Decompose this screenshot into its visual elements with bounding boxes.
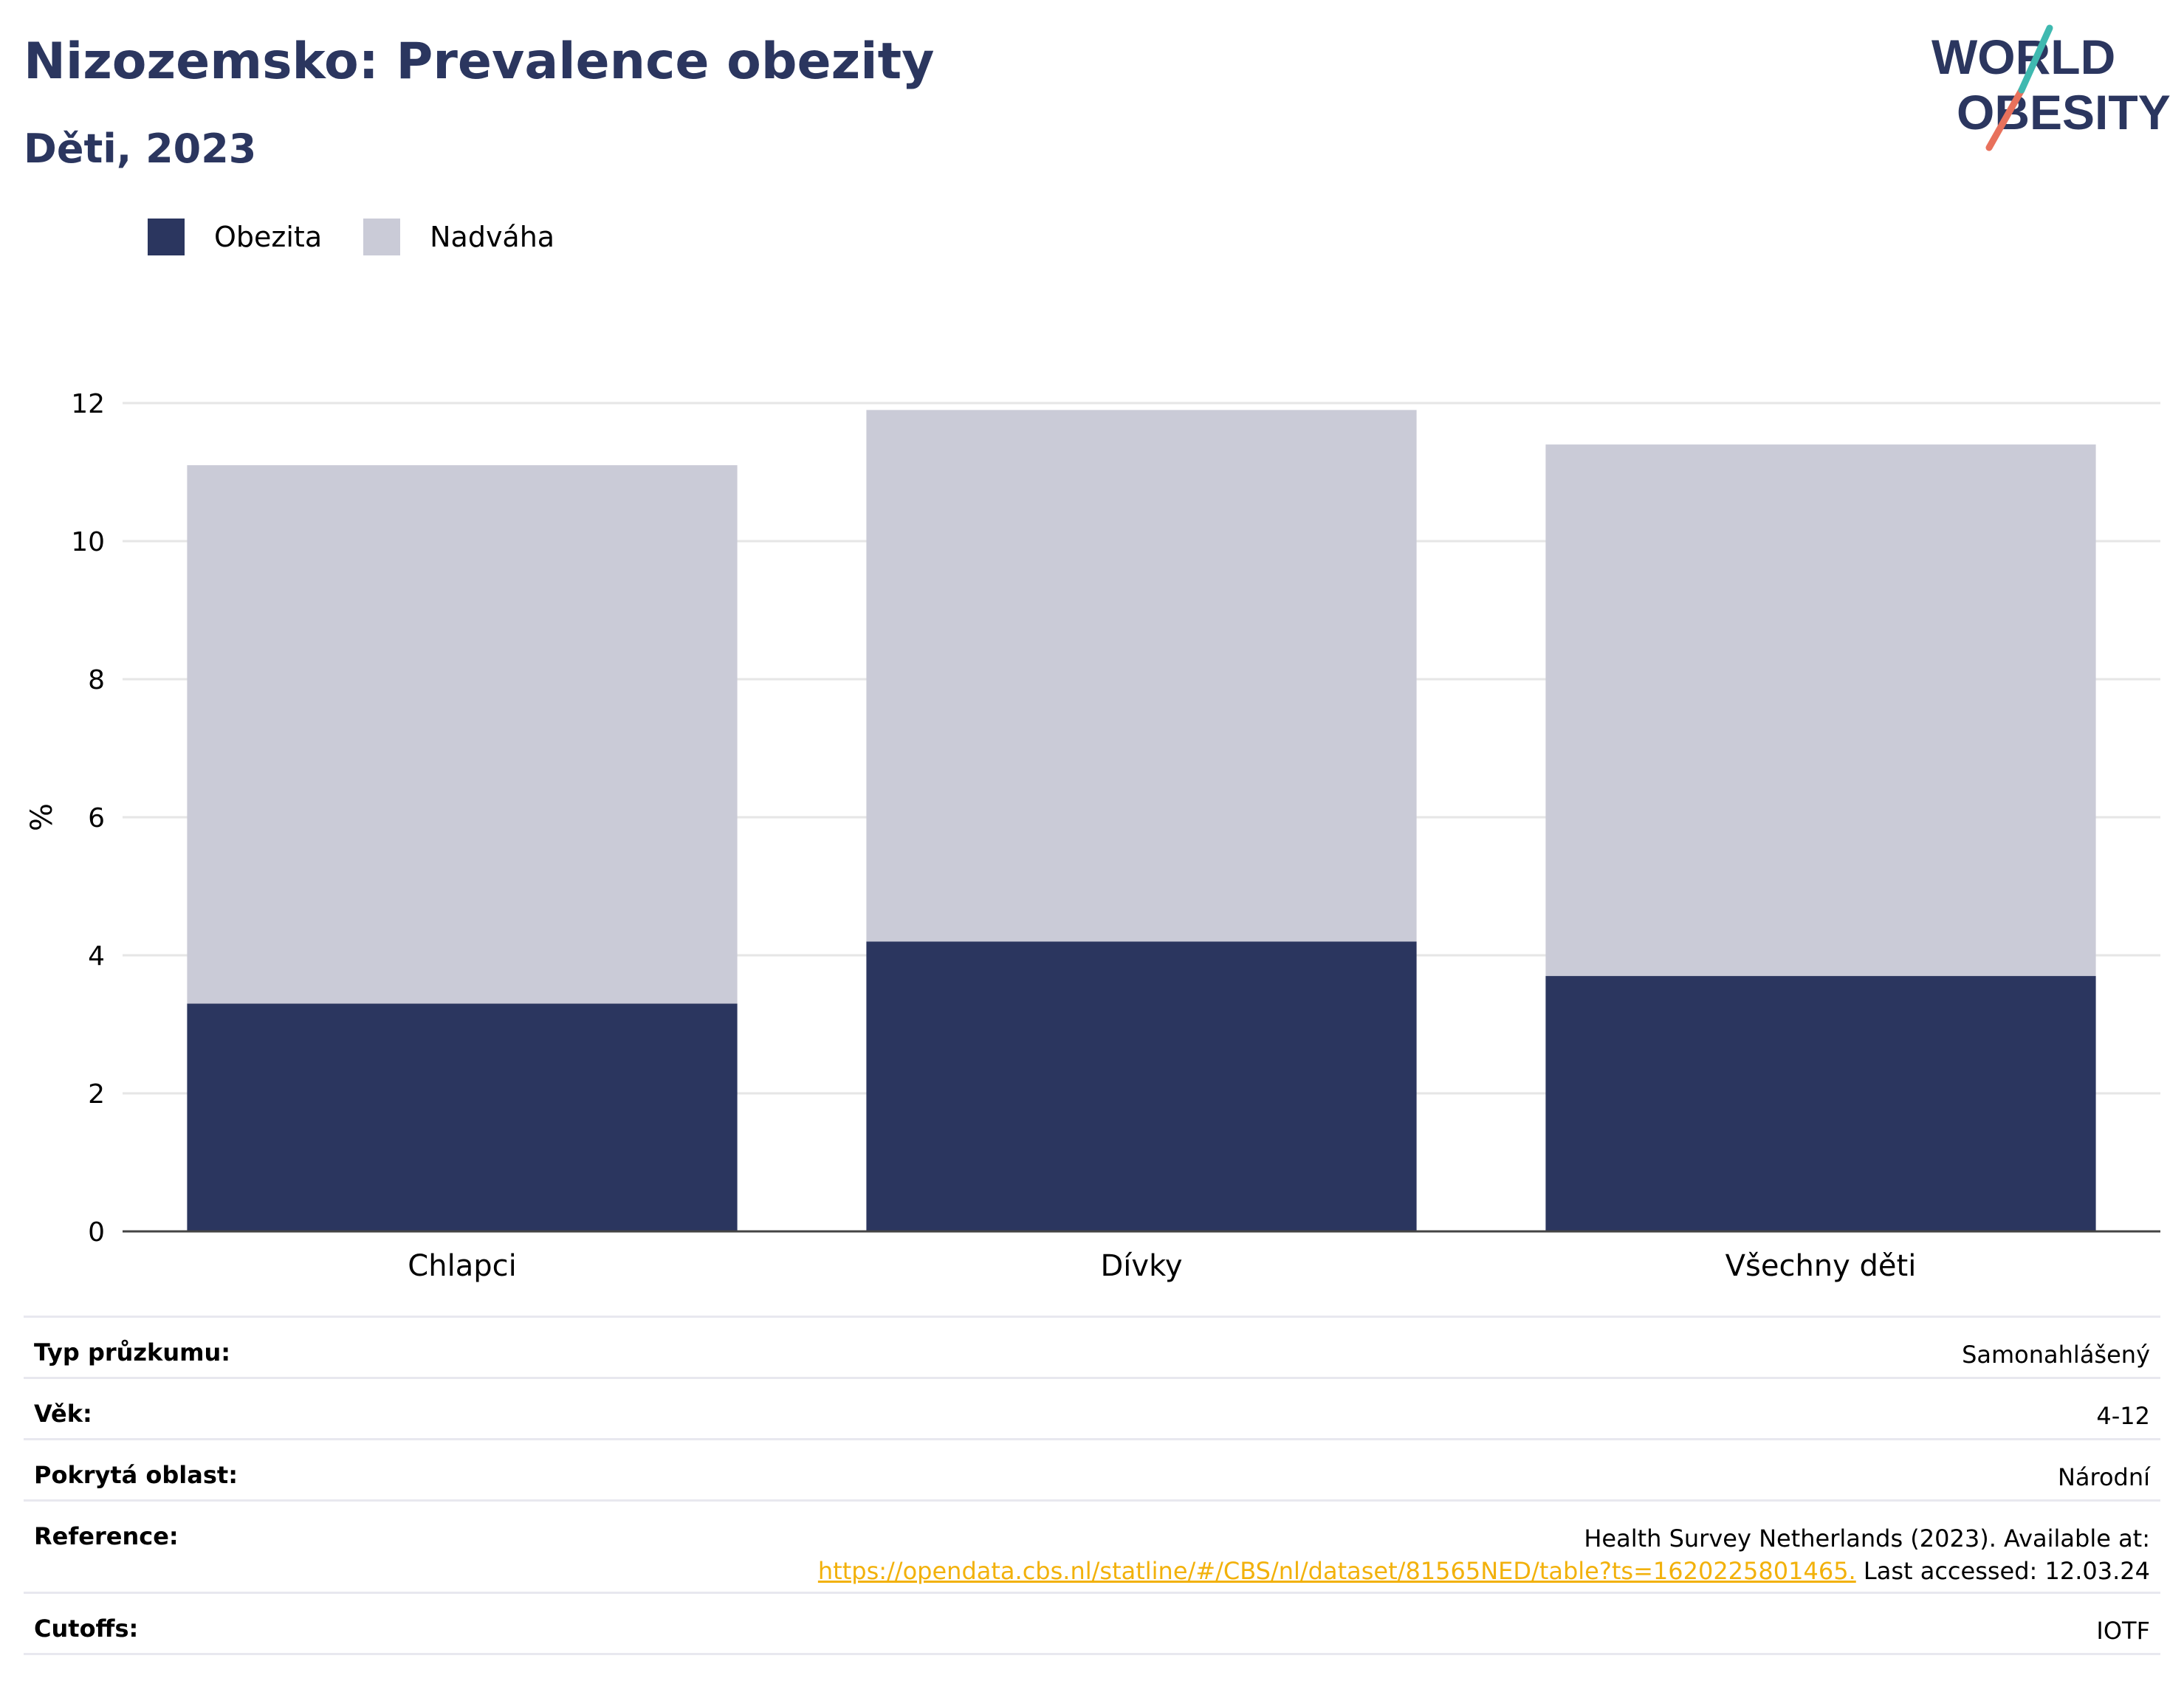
bar-obezita-0 — [187, 1003, 738, 1231]
legend-label-nadvaha: Nadváha — [430, 221, 555, 253]
y-tick-label: 10 — [71, 527, 105, 557]
logo-line-1: WORLD — [1931, 30, 2115, 84]
meta-value: Samonahlášený — [1962, 1341, 2150, 1369]
bar-obezita-2 — [1545, 976, 2096, 1231]
x-tick-label: Dívky — [1101, 1249, 1183, 1283]
y-tick-label: 8 — [88, 665, 105, 695]
legend: Obezita Nadváha — [148, 219, 596, 255]
survey-metadata-table: Typ průzkumu: Samonahlášený Věk: 4-12 Po… — [24, 1316, 2160, 1655]
meta-value: 4-12 — [2096, 1402, 2150, 1430]
meta-row-survey-type: Typ průzkumu: Samonahlášený — [24, 1318, 2160, 1379]
meta-row-coverage: Pokrytá oblast: Národní — [24, 1440, 2160, 1502]
meta-row-cutoffs: Cutoffs: IOTF — [24, 1594, 2160, 1655]
bar-obezita-1 — [866, 941, 1417, 1231]
legend-item-nadvaha[interactable]: Nadváha — [363, 219, 554, 255]
legend-swatch-obezita — [148, 219, 185, 255]
meta-value: Health Survey Netherlands (2023). Availa… — [818, 1502, 2150, 1592]
meta-value: IOTF — [2096, 1617, 2150, 1645]
meta-label: Věk: — [34, 1400, 92, 1428]
meta-label: Pokrytá oblast: — [34, 1461, 238, 1489]
meta-row-age: Věk: 4-12 — [24, 1379, 2160, 1440]
stacked-bar-chart: 0 2 4 6 8 10 12 Chlapci Dívky Všechny děti% — [25, 389, 2160, 1283]
y-tick-label: 6 — [88, 803, 105, 833]
meta-label: Reference: — [34, 1522, 179, 1550]
y-tick-label: 2 — [88, 1079, 105, 1110]
chart-title: Nizozemsko: Prevalence obezity — [24, 32, 935, 91]
y-tick-label: 12 — [71, 389, 105, 419]
legend-item-obezita[interactable]: Obezita — [148, 219, 322, 255]
meta-label: Cutoffs: — [34, 1615, 139, 1643]
legend-label-obezita: Obezita — [214, 221, 323, 253]
x-tick-label: Chlapci — [408, 1249, 516, 1283]
world-obesity-logo: WORLD OBESITY — [1931, 24, 2171, 151]
chart-subtitle: Děti, 2023 — [24, 126, 257, 172]
legend-swatch-nadvaha — [363, 219, 401, 255]
y-axis-title: % — [25, 803, 59, 831]
meta-label: Typ průzkumu: — [34, 1338, 231, 1366]
logo-line-2: OBESITY — [1957, 85, 2171, 140]
bar-nadváha-0 — [187, 465, 738, 1004]
reference-text: Health Survey Netherlands (2023). Availa… — [1584, 1524, 2150, 1553]
reference-link[interactable]: https://opendata.cbs.nl/statline/#/CBS/n… — [817, 1557, 1856, 1585]
reference-accessed: Last accessed: 12.03.24 — [1855, 1557, 2150, 1585]
bar-nadváha-1 — [866, 410, 1417, 942]
x-tick-label: Všechny děti — [1725, 1249, 1917, 1283]
y-tick-label: 4 — [88, 941, 105, 972]
bar-nadváha-2 — [1545, 444, 2096, 977]
meta-row-reference: Reference: Health Survey Netherlands (20… — [24, 1502, 2160, 1594]
meta-value: Národní — [2057, 1463, 2150, 1491]
y-tick-label: 0 — [88, 1217, 105, 1248]
